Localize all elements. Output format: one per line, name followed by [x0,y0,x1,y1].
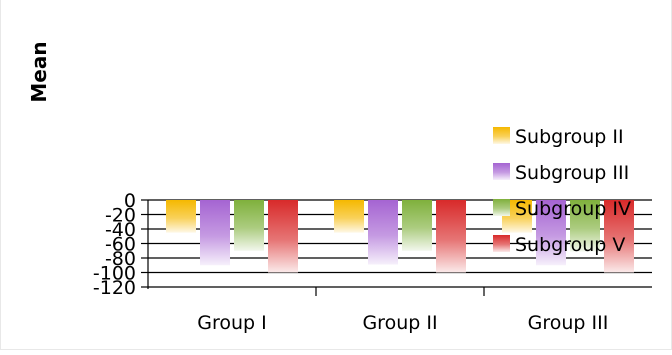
legend-swatch [493,199,510,216]
bar [234,200,264,251]
bar [200,200,230,266]
y-tick-label: -100 [93,263,136,285]
bar [268,200,298,273]
bar [334,200,364,233]
x-category-label: Group III [528,312,609,334]
bar [166,200,196,233]
y-tick-label: -20 [105,205,136,227]
x-category-label: Group I [197,312,267,334]
y-tick-label: -60 [105,234,136,256]
bar [368,200,398,265]
legend-swatch [493,235,510,252]
bar [402,200,432,251]
legend-label: Subgroup IV [515,198,631,220]
y-tick-label: 0 [124,190,136,212]
y-tick-label: -120 [93,277,136,299]
y-axis-label: Mean [27,41,51,102]
legend-label: Subgroup II [515,126,624,148]
bar [436,200,466,273]
x-category-label: Group II [362,312,437,334]
bar [536,200,566,266]
axes: 0-20-40-60-80-100-120 Group I Group II Grou… [93,190,608,334]
legend-label: Subgroup V [515,234,625,256]
bars [166,200,634,273]
legend: Subgroup II Subgroup III Subgroup IV Subgro… [493,126,631,256]
y-tick-label: -40 [105,219,136,241]
legend-label: Subgroup III [515,162,629,184]
legend-swatch [493,163,510,180]
gridlines [148,199,652,288]
legend-swatch [493,127,510,144]
bar [604,200,634,273]
bar [570,200,600,252]
y-tick-label: -80 [105,248,136,270]
